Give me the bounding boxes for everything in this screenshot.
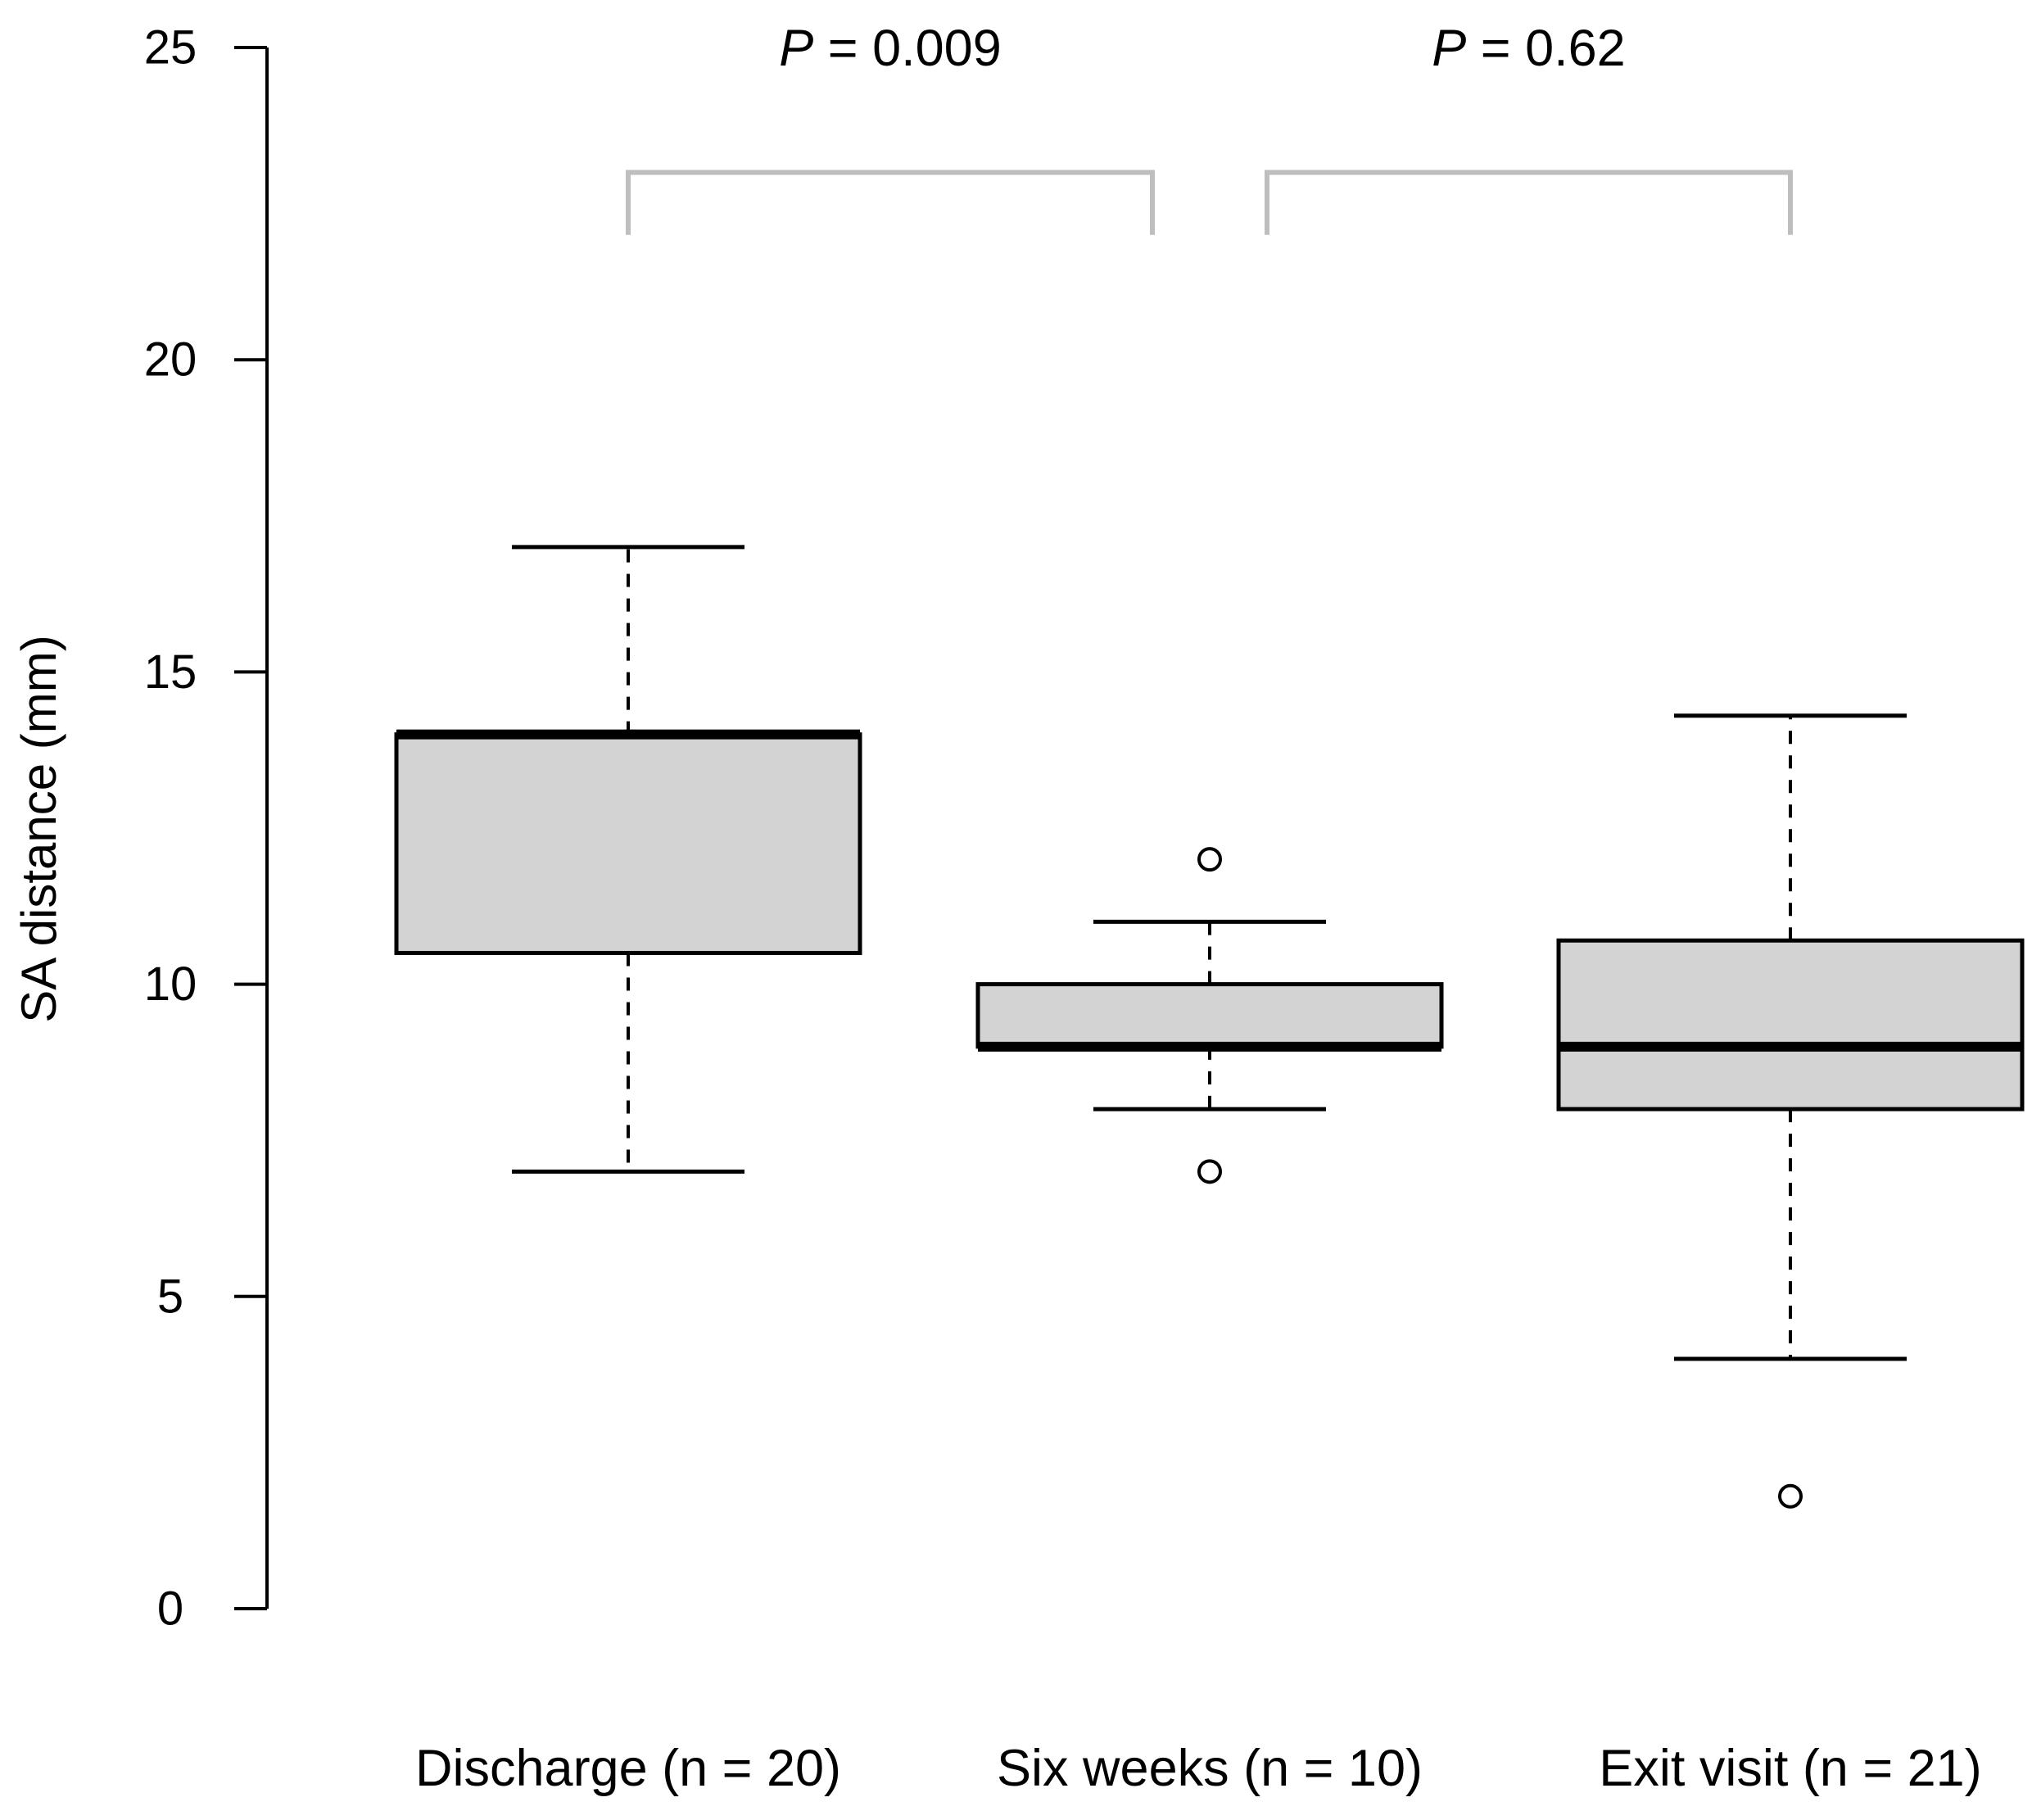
significance-bracket	[626, 170, 1155, 235]
y-tick-label: 15	[144, 645, 197, 699]
interquartile-box	[975, 982, 1444, 1049]
y-axis-title: SA distance (mm)	[11, 635, 66, 1022]
y-tick-label: 5	[157, 1270, 183, 1323]
significance-bracket	[1265, 170, 1793, 235]
y-tick-label: 0	[157, 1582, 183, 1636]
interquartile-box	[1556, 938, 2025, 1111]
comparison-2: P = 0.62	[1265, 20, 1793, 235]
boxplots	[394, 545, 2025, 1509]
comparison-brackets: P = 0.009 P = 0.62	[626, 20, 1793, 235]
p-value-label: P = 0.62	[1432, 20, 1625, 77]
p-symbol: P	[779, 20, 813, 77]
outlier-point	[1197, 847, 1222, 872]
x-category-label: Six weeks (n = 10)	[997, 1740, 1423, 1797]
outlier-point	[1197, 1159, 1222, 1184]
y-tick-label: 25	[144, 21, 197, 75]
boxplot-1	[394, 545, 862, 1174]
comparison-1: P = 0.009	[626, 20, 1155, 235]
p-value-label: P = 0.009	[779, 20, 1001, 77]
y-axis: 0 5 10 15 20 25	[144, 21, 269, 1636]
x-axis-labels: Discharge (n = 20) Six weeks (n = 10) Exit…	[415, 1740, 1982, 1797]
boxplot-3	[1556, 713, 2025, 1509]
boxplot-2	[975, 847, 1444, 1184]
p-value: = 0.009	[813, 20, 1001, 77]
outlier-point	[1778, 1483, 1803, 1509]
y-tick-label: 10	[144, 958, 197, 1011]
y-tick-label: 20	[144, 333, 197, 387]
interquartile-box	[394, 732, 862, 955]
x-category-label: Discharge (n = 20)	[415, 1740, 841, 1797]
p-value: = 0.62	[1466, 20, 1625, 77]
p-symbol: P	[1432, 20, 1466, 77]
x-category-label: Exit visit (n = 21)	[1599, 1740, 1981, 1797]
